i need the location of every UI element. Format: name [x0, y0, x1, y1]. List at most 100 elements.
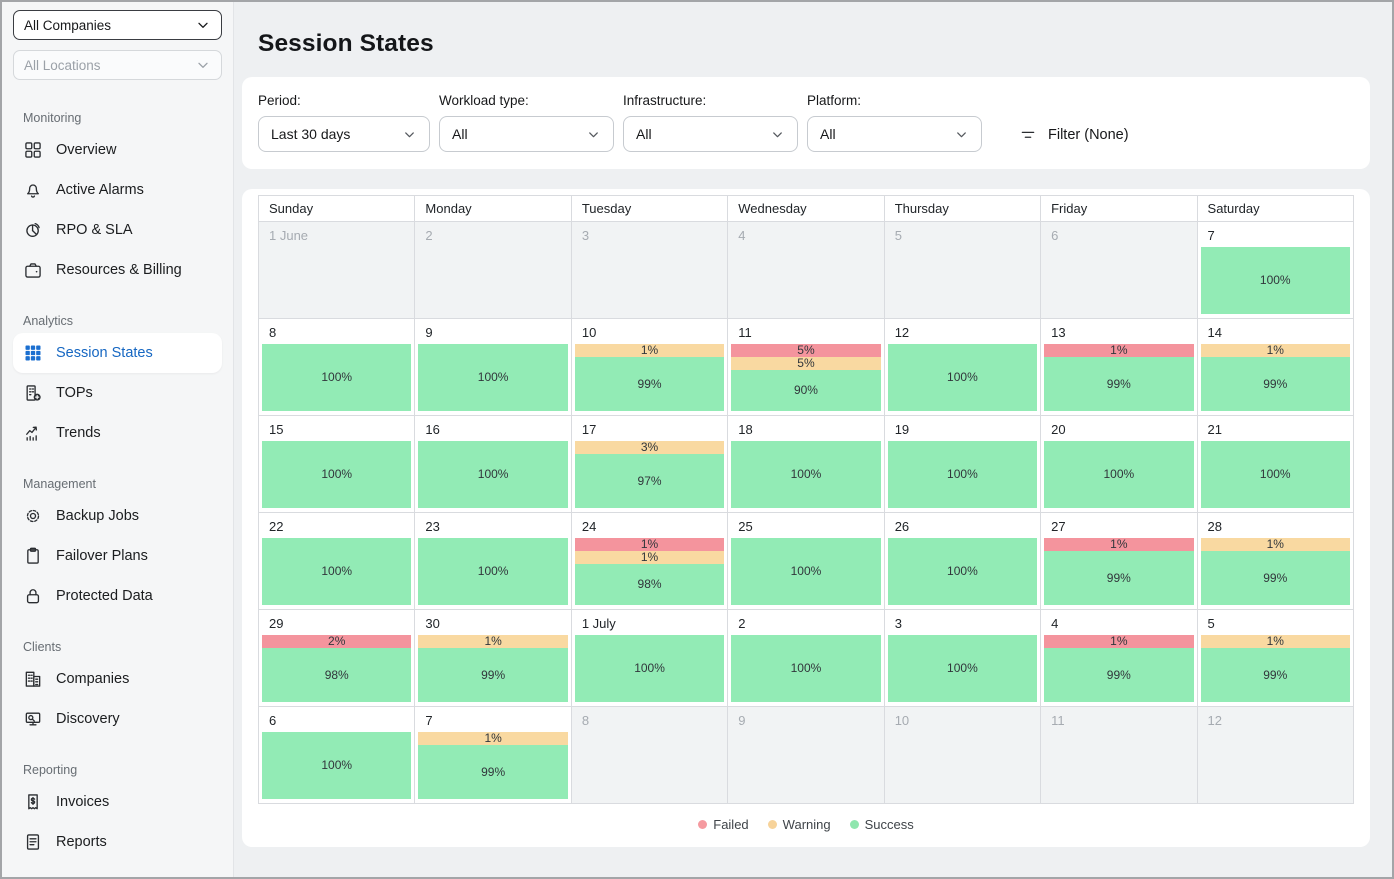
- sidebar-item-label: Trends: [56, 425, 101, 441]
- calendar-day-13[interactable]: 13 1% 99%: [1040, 318, 1198, 416]
- bar-segment-failed: 1%: [1044, 344, 1194, 357]
- filter-select-platform[interactable]: All: [807, 116, 982, 152]
- day-number: 6: [1051, 228, 1059, 243]
- day-header-saturday: Saturday: [1196, 195, 1355, 222]
- calendar-day-8[interactable]: 8 100%: [257, 318, 416, 416]
- calendar-day-26[interactable]: 26 100%: [883, 512, 1042, 610]
- sidebar-item-trends[interactable]: Trends: [13, 413, 222, 453]
- location-select[interactable]: All Locations: [13, 50, 222, 80]
- sidebar-item-tops[interactable]: TOPs: [13, 373, 222, 413]
- calendar-day-12: 12: [1196, 706, 1355, 804]
- calendar-day-9[interactable]: 9 100%: [414, 318, 572, 416]
- calendar-day-16[interactable]: 16 100%: [414, 415, 572, 513]
- bar-segment-success: 99%: [574, 357, 725, 411]
- filter-group-period: Period: Last 30 days: [258, 93, 430, 152]
- calendar-day-25[interactable]: 25 100%: [727, 512, 885, 610]
- calendar-day-23[interactable]: 23 100%: [414, 512, 572, 610]
- calendar-day-5[interactable]: 5 1% 99%: [1196, 609, 1355, 707]
- calendar-day-29[interactable]: 29 2% 98%: [257, 609, 416, 707]
- calendar-day-4[interactable]: 4 1% 99%: [1040, 609, 1198, 707]
- day-number: 2: [425, 228, 433, 243]
- legend-item-success: Success: [849, 817, 914, 832]
- calendar-day-22[interactable]: 22 100%: [257, 512, 416, 610]
- calendar-day-12[interactable]: 12 100%: [883, 318, 1042, 416]
- nav-section-label-analytics: Analytics: [23, 314, 74, 328]
- chevron-down-icon: [954, 127, 969, 142]
- calendar-day-14[interactable]: 14 1% 99%: [1196, 318, 1355, 416]
- company-select[interactable]: All Companies: [13, 10, 222, 40]
- calendar-day-21[interactable]: 21 100%: [1196, 415, 1355, 513]
- report-icon: [23, 832, 43, 852]
- sidebar-item-resources-billing[interactable]: Resources & Billing: [13, 250, 222, 290]
- calendar-day-19[interactable]: 19 100%: [883, 415, 1042, 513]
- bar-segment-failed: 1%: [1044, 538, 1194, 551]
- calendar-day-6[interactable]: 6 100%: [257, 706, 416, 804]
- calendar-day-11[interactable]: 11 5% 5% 90%: [727, 318, 885, 416]
- day-number: 28: [1207, 519, 1222, 534]
- buildings-icon: [23, 669, 43, 689]
- calendar-day-15[interactable]: 15 100%: [257, 415, 416, 513]
- filter-group-infrastructure: Infrastructure: All: [623, 93, 798, 152]
- day-header-friday: Friday: [1040, 195, 1198, 222]
- sidebar-item-backup-jobs[interactable]: Backup Jobs: [13, 496, 222, 536]
- filter-select-period[interactable]: Last 30 days: [258, 116, 430, 152]
- calendar-day-3[interactable]: 3 100%: [883, 609, 1042, 707]
- sidebar-item-reports[interactable]: Reports: [13, 822, 222, 862]
- session-bar-stack: 100%: [1200, 247, 1350, 314]
- sidebar-item-session-states[interactable]: Session States: [13, 333, 222, 373]
- sidebar-item-rpo-sla[interactable]: RPO & SLA: [13, 210, 222, 250]
- calendar-day-2[interactable]: 2 100%: [727, 609, 885, 707]
- day-number: 20: [1051, 422, 1066, 437]
- page-title: Session States: [258, 30, 434, 57]
- calendar-day-24[interactable]: 24 1% 1% 98%: [570, 512, 729, 610]
- filter-label-infrastructure: Infrastructure:: [623, 93, 707, 108]
- day-header-sunday: Sunday: [257, 195, 416, 222]
- bar-segment-failed: 1%: [1044, 635, 1194, 648]
- bell-icon: [23, 180, 43, 200]
- filter-select-workload-type[interactable]: All: [439, 116, 614, 152]
- legend-label: Warning: [782, 817, 831, 832]
- day-number: 29: [269, 616, 284, 631]
- session-bar-stack: 100%: [731, 538, 881, 605]
- day-header-tuesday: Tuesday: [570, 195, 729, 222]
- sidebar-item-protected-data[interactable]: Protected Data: [13, 576, 222, 616]
- calendar-day-6: 6: [1040, 221, 1198, 319]
- bar-segment-success: 99%: [418, 648, 568, 702]
- day-number: 4: [1051, 616, 1059, 631]
- day-number: 12: [894, 325, 910, 340]
- bar-segment-warning: 1%: [1200, 538, 1350, 551]
- calendar-day-2: 2: [414, 221, 572, 319]
- sidebar-item-companies[interactable]: Companies: [13, 659, 222, 699]
- filter-select-infrastructure[interactable]: All: [623, 116, 798, 152]
- sidebar-item-overview[interactable]: Overview: [13, 130, 222, 170]
- bar-segment-success: 100%: [1200, 247, 1350, 314]
- day-number: 10: [581, 325, 597, 340]
- calendar-day-20[interactable]: 20 100%: [1040, 415, 1198, 513]
- calendar-day-18[interactable]: 18 100%: [727, 415, 885, 513]
- calendar-day-28[interactable]: 28 1% 99%: [1196, 512, 1355, 610]
- dashboard-icon: [23, 140, 43, 160]
- day-number: 14: [1207, 325, 1222, 340]
- calendar-day-10: 10: [883, 706, 1042, 804]
- filter-button[interactable]: Filter (None): [1019, 117, 1129, 153]
- calendar-day-7[interactable]: 7 100%: [1196, 221, 1355, 319]
- sidebar-item-invoices[interactable]: Invoices: [13, 782, 222, 822]
- sidebar-item-active-alarms[interactable]: Active Alarms: [13, 170, 222, 210]
- bar-segment-success: 100%: [574, 635, 725, 702]
- calendar-day-10[interactable]: 10 1% 99%: [570, 318, 729, 416]
- calendar-day-1-july[interactable]: 1 July 100%: [570, 609, 729, 707]
- calendar-day-27[interactable]: 27 1% 99%: [1040, 512, 1198, 610]
- day-number: 10: [894, 713, 910, 728]
- day-header-monday: Monday: [414, 195, 572, 222]
- bar-segment-success: 100%: [731, 441, 881, 508]
- sidebar-item-discovery[interactable]: Discovery: [13, 699, 222, 739]
- calendar-day-30[interactable]: 30 1% 99%: [414, 609, 572, 707]
- day-number: 5: [1207, 616, 1215, 631]
- sidebar-item-failover-plans[interactable]: Failover Plans: [13, 536, 222, 576]
- calendar-day-17[interactable]: 17 3% 97%: [570, 415, 729, 513]
- building-plus-icon: [23, 383, 43, 403]
- calendar-day-7[interactable]: 7 1% 99%: [414, 706, 572, 804]
- day-number: 21: [1207, 422, 1222, 437]
- filter-group-workload-type: Workload type: All: [439, 93, 614, 152]
